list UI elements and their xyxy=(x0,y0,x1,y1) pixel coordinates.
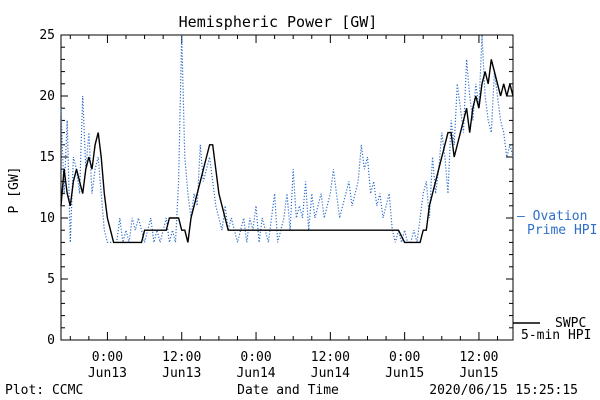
x-tick-time: 12:00 xyxy=(459,350,498,365)
x-tick-date: Jun13 xyxy=(162,366,201,381)
y-tick-label: 5 xyxy=(47,272,55,287)
legend-swpc: SWPC 5-min HPI xyxy=(513,316,591,343)
y-tick-label: 25 xyxy=(39,28,55,43)
y-axis-ticks: 0 5 10 15 20 25 xyxy=(39,28,513,348)
series-ovation-line xyxy=(60,34,514,243)
footer-credit: Plot: CCMC xyxy=(5,383,83,398)
y-tick-label: 10 xyxy=(39,211,55,226)
series-swpc-line xyxy=(60,59,514,244)
y-tick-label: 20 xyxy=(39,89,55,104)
x-axis-ticks: 0:00Jun1312:00Jun130:00Jun1412:00Jun140:… xyxy=(69,35,499,381)
x-tick-time: 0:00 xyxy=(240,350,271,365)
plot-frame xyxy=(60,34,514,341)
x-tick-time: 12:00 xyxy=(162,350,201,365)
x-tick-date: Jun15 xyxy=(385,366,424,381)
y-axis-label: P [GW] xyxy=(7,167,22,214)
x-tick-date: Jun14 xyxy=(236,366,275,381)
x-tick-date: Jun14 xyxy=(311,366,350,381)
legend-ovation-line2: Prime HPI xyxy=(527,223,597,238)
chart-title: Hemispheric Power [GW] xyxy=(179,13,378,31)
legend-swpc-line2: 5-min HPI xyxy=(521,328,591,343)
x-tick-date: Jun15 xyxy=(459,366,498,381)
series-group xyxy=(60,34,514,244)
x-tick-time: 0:00 xyxy=(92,350,123,365)
legend-swpc-line1: SWPC xyxy=(555,316,586,331)
x-tick-time: 12:00 xyxy=(311,350,350,365)
footer-timestamp: 2020/06/15 15:25:15 xyxy=(429,383,578,398)
x-tick-date: Jun13 xyxy=(88,366,127,381)
legend-ovation-line1: — Ovation xyxy=(517,209,587,224)
x-tick-time: 0:00 xyxy=(389,350,420,365)
legend-ovation: — Ovation Prime HPI xyxy=(517,209,597,238)
x-axis-label: Date and Time xyxy=(237,383,339,398)
y-tick-label: 15 xyxy=(39,150,55,165)
y-tick-label: 0 xyxy=(47,333,55,348)
